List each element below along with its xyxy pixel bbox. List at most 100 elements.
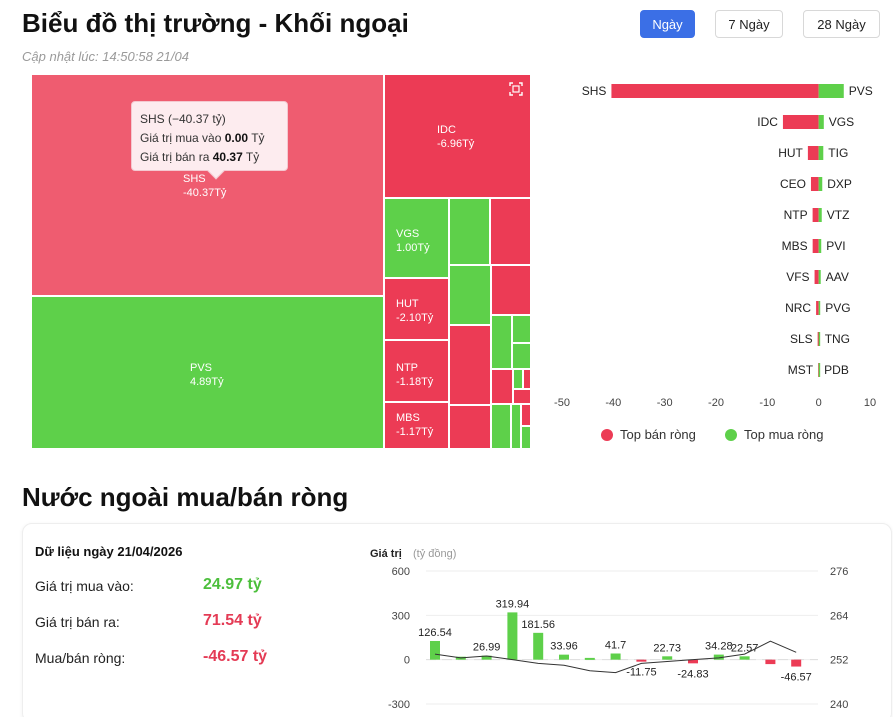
sell-bar[interactable]: [807, 146, 819, 160]
sell-bar[interactable]: [812, 208, 819, 222]
legend-sell-dot: [601, 428, 613, 441]
y-axis-title: Giá trị: [370, 548, 402, 560]
buy-code-label: TNG: [825, 332, 850, 346]
buy-code-label: PDB: [824, 363, 849, 377]
index-line: [434, 640, 797, 674]
sell-bar[interactable]: [816, 301, 819, 315]
tile-small[interactable]: [512, 315, 531, 343]
tile-small[interactable]: [491, 315, 512, 369]
net-bar[interactable]: [791, 659, 802, 667]
tile-pvs[interactable]: PVS 4.89Tỷ: [31, 296, 384, 449]
buy-bar[interactable]: [818, 146, 824, 160]
tile-hut[interactable]: HUT -2.10Tỷ: [384, 278, 449, 340]
top-net-chart: SHS PVS IDC VGS HUT TIG CEO DXP NTP VTZ MBS PVI VFS A…: [554, 84, 876, 409]
sell-bar[interactable]: [814, 270, 819, 284]
net-bar[interactable]: [765, 659, 776, 665]
range-day-button[interactable]: Ngày: [640, 10, 695, 38]
tooltip-sell: Giá trị bán ra 40.37 Tỷ: [140, 150, 260, 164]
sell-bar[interactable]: [611, 84, 819, 98]
range-28day-button[interactable]: 28 Ngày: [803, 10, 880, 38]
tile-small[interactable]: [449, 405, 491, 449]
treemap-tooltip: SHS (−40.37 tỷ) Giá trị mua vào 0.00 Tỷ …: [131, 101, 288, 180]
tile-value: -40.37Tỷ: [183, 187, 227, 199]
tile-small[interactable]: [449, 325, 491, 405]
sell-bar[interactable]: [817, 332, 820, 346]
sell-code-label: IDC: [757, 115, 778, 129]
tile-mbs[interactable]: MBS -1.17Tỷ: [384, 402, 449, 449]
sell-bar[interactable]: [812, 239, 819, 253]
tile-small[interactable]: [521, 404, 531, 426]
updated-time: Cập nhật lúc: 14:50:58 21/04: [22, 49, 189, 64]
tile-small[interactable]: [511, 404, 521, 449]
buy-bar[interactable]: [818, 301, 821, 315]
buy-bar[interactable]: [818, 84, 844, 98]
net-bar[interactable]: [739, 656, 750, 660]
sell-code-label: VFS: [786, 270, 809, 284]
net-bar[interactable]: [507, 612, 518, 660]
tile-small[interactable]: [521, 426, 531, 449]
tile-small[interactable]: [491, 369, 513, 404]
net-bar[interactable]: [430, 640, 440, 660]
tile-small[interactable]: [449, 265, 491, 325]
net-bar[interactable]: [584, 657, 595, 660]
buy-value: 24.97 tỷ: [203, 576, 262, 593]
tile-ntp[interactable]: NTP -1.18Tỷ: [384, 340, 449, 402]
sell-code-label: MST: [788, 363, 814, 377]
sell-value: 71.54 tỷ: [203, 612, 262, 629]
bar-value-label: 126.54: [418, 627, 452, 639]
y2-tick-label: 240: [830, 699, 848, 711]
buy-code-label: PVS: [849, 84, 873, 98]
bar-value-label: 22.73: [653, 642, 681, 654]
buy-bar[interactable]: [818, 115, 824, 129]
net-bar[interactable]: [636, 659, 647, 662]
fullscreen-icon[interactable]: [509, 82, 523, 96]
tile-small[interactable]: [490, 198, 531, 265]
sell-code-label: HUT: [778, 146, 803, 160]
net-bar[interactable]: [481, 655, 492, 660]
tile-vgs[interactable]: VGS 1.00Tỷ: [384, 198, 449, 278]
bar-value-label: -46.57: [781, 672, 812, 684]
tile-code: IDC: [437, 124, 456, 136]
tile-small[interactable]: [491, 404, 511, 449]
net-label: Mua/bán ròng:: [35, 650, 126, 666]
bar-value-label: -11.75: [626, 666, 656, 678]
buy-bar[interactable]: [818, 363, 821, 377]
net-bar[interactable]: [688, 659, 698, 664]
buy-bar[interactable]: [818, 270, 821, 284]
bar-value-label: 33.96: [550, 641, 578, 653]
net-bar[interactable]: [533, 632, 544, 660]
legend-buy[interactable]: Top mua ròng: [725, 427, 824, 442]
x-tick-label: 0: [816, 397, 822, 409]
tooltip-title: SHS (−40.37 tỷ): [140, 112, 226, 126]
section-title: Nước ngoài mua/bán ròng: [22, 482, 349, 512]
net-value: -46.57 tỷ: [203, 648, 268, 665]
tile-value: 4.89Tỷ: [190, 376, 224, 388]
buy-bar[interactable]: [818, 239, 822, 253]
tile-idc[interactable]: IDC -6.96Tỷ: [384, 74, 531, 198]
net-bar[interactable]: [713, 654, 724, 660]
net-flow-chart: Giá trị (tỷ đồng)600 300 0 -300 276 264 252 240 1…: [370, 548, 848, 711]
tile-small[interactable]: [513, 369, 523, 389]
net-bar[interactable]: [559, 654, 569, 660]
buy-bar[interactable]: [818, 208, 822, 222]
sell-bar[interactable]: [782, 115, 819, 129]
y2-tick-label: 264: [830, 610, 848, 622]
buy-bar[interactable]: [818, 177, 823, 191]
tile-small[interactable]: [513, 389, 531, 404]
net-bar[interactable]: [662, 656, 673, 660]
buy-bar[interactable]: [818, 332, 821, 346]
sell-bar[interactable]: [810, 177, 819, 191]
sell-code-label: SLS: [790, 332, 813, 346]
buy-code-label: PVI: [826, 239, 845, 253]
tile-small[interactable]: [491, 265, 531, 315]
legend-sell[interactable]: Top bán ròng: [601, 427, 696, 442]
x-tick-label: -10: [759, 397, 775, 409]
tile-code: NTP: [396, 362, 418, 374]
bar-value-label: 34.28: [705, 641, 733, 653]
net-bar[interactable]: [610, 653, 621, 660]
tile-small[interactable]: [449, 198, 490, 265]
tile-small[interactable]: [523, 369, 531, 389]
range-7day-button[interactable]: 7 Ngày: [715, 10, 783, 38]
tile-small[interactable]: [512, 343, 531, 369]
